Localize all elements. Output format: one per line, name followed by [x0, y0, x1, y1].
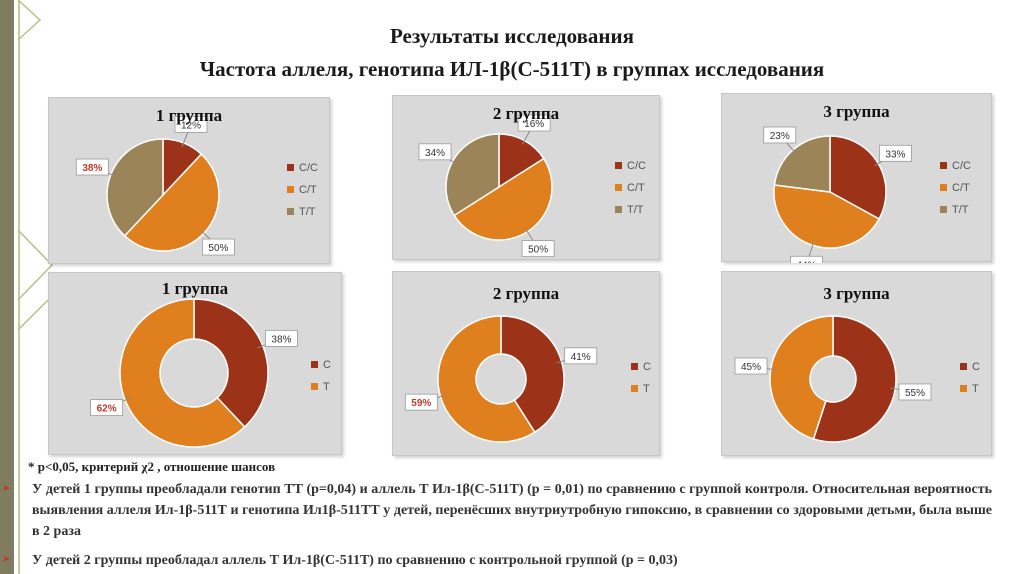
data-label: 23%: [770, 131, 790, 142]
legend-swatch: [960, 385, 967, 392]
legend-swatch: [940, 162, 947, 169]
data-label-box: [879, 144, 912, 162]
chart-svg: 41% 59% СТ: [404, 315, 651, 443]
data-label-box: [202, 238, 235, 256]
data-label: 38%: [82, 163, 102, 174]
legend-label: С/Т: [299, 184, 317, 196]
legend-label: С: [643, 361, 651, 373]
data-label-box: [564, 347, 598, 365]
data-label-box: [517, 114, 551, 132]
chart-panel-genotype-group1: 12% 50% 38% С/С С/Т Т/Т 1 группа: [48, 97, 330, 264]
chart-panel-allele-group1: 38% 62% С Т 1 группа: [48, 272, 342, 455]
chart-svg: 33% 44% 23% С/С С/Т Т/Т: [763, 126, 971, 263]
data-label-box: [90, 399, 124, 417]
legend-swatch: [287, 164, 294, 171]
chart-svg: 16% 50% 34% С/С С/Т Т/Т: [418, 114, 646, 258]
legend-swatch: [940, 184, 947, 191]
slice-tt: [773, 135, 831, 193]
data-label-box: [734, 357, 768, 375]
data-label-box: [174, 115, 208, 133]
legend-swatch: [311, 361, 318, 368]
chart-svg: 55% 45% СТ: [734, 315, 980, 443]
legend-label: Т/Т: [952, 204, 969, 216]
slice-t: [119, 298, 246, 448]
data-label: 55%: [905, 388, 925, 399]
legend-swatch: [287, 186, 294, 193]
legend-label: С/Т: [627, 182, 645, 194]
legend-swatch: [940, 206, 947, 213]
data-label-box: [404, 393, 438, 411]
legend-swatch: [631, 363, 638, 370]
data-label: 45%: [741, 362, 761, 373]
legend-swatch: [287, 208, 294, 215]
legend-swatch: [615, 184, 622, 191]
legend-swatch: [311, 383, 318, 390]
legend-label: С: [323, 359, 331, 371]
legend-label: С/Т: [952, 182, 970, 194]
chart-svg: 12% 50% 38% С/С С/Т Т/Т: [75, 115, 318, 256]
chart-title: 1 группа: [155, 106, 223, 125]
data-label: 41%: [571, 352, 591, 363]
data-label: 44%: [797, 260, 817, 263]
footnote: * р<0,05, критерий χ2 , отношение шансов: [28, 459, 276, 474]
legend-swatch: [615, 162, 622, 169]
chart-title: 1 группа: [161, 279, 229, 298]
slide-title: Результаты исследования: [390, 24, 634, 48]
legend-label: С: [972, 361, 980, 373]
legend-swatch: [631, 385, 638, 392]
legend-swatch: [960, 363, 967, 370]
chart-panel-genotype-group3: 33% 44% 23% С/С С/Т Т/Т 3 группа: [721, 93, 992, 263]
slice-c: [193, 298, 269, 429]
data-label: 12%: [181, 120, 201, 131]
bullet-arrow-icon: ➤: [2, 483, 11, 494]
data-label: 50%: [528, 245, 548, 256]
legend-label: Т: [972, 383, 979, 395]
bullet-arrow-icon: ➤: [2, 554, 11, 565]
slice-t: [437, 315, 536, 443]
data-label-box: [521, 240, 555, 258]
data-label-box: [898, 383, 932, 401]
legend-label: Т: [643, 383, 650, 395]
decorative-side-line: [18, 0, 20, 574]
data-label-box: [75, 158, 109, 176]
data-label: 34%: [425, 148, 445, 159]
chart-title: 2 группа: [492, 284, 560, 303]
chart-panel-allele-group2: 41% 59% С Т 2 группа: [392, 271, 660, 456]
chart-panel-genotype-group2: 16% 50% 34% С/С С/Т Т/Т 2 группа: [392, 95, 660, 260]
chart-title: 3 группа: [823, 284, 890, 303]
conclusion-paragraph-2: У детей 2 группы преобладал аллель Т Ил-…: [32, 553, 678, 568]
legend-label: Т/Т: [299, 206, 316, 218]
data-label-box: [418, 143, 452, 161]
data-label-box: [264, 329, 298, 347]
legend-label: С/С: [627, 160, 646, 172]
legend-label: Т: [323, 381, 330, 393]
chart-title: 3 группа: [823, 102, 890, 121]
decorative-side-bar: [0, 0, 14, 574]
chart-svg: 38% 62% СТ: [90, 298, 331, 448]
decorative-arrows: [17, 0, 54, 331]
data-label: 62%: [97, 404, 117, 415]
data-label-box: [763, 126, 797, 144]
legend-label: С/С: [299, 162, 318, 174]
data-label: 59%: [411, 398, 431, 409]
chart-title: 2 группа: [492, 104, 560, 123]
data-label: 38%: [271, 334, 291, 345]
data-label-box: [790, 255, 823, 263]
slice-c: [812, 315, 897, 443]
data-label: 33%: [885, 149, 905, 160]
chart-panel-allele-group3: 55% 45% С Т 3 группа: [721, 271, 992, 456]
legend-label: Т/Т: [627, 204, 644, 216]
data-label: 50%: [208, 243, 228, 254]
slide-subtitle: Частота аллеля, генотипа ИЛ-1β(С-511Т) в…: [199, 57, 825, 81]
legend-swatch: [615, 206, 622, 213]
conclusion-paragraph-1: У детей 1 группы преобладали генотип ТТ …: [32, 482, 992, 539]
legend-label: С/С: [952, 160, 971, 172]
data-label: 16%: [524, 119, 544, 130]
slice-t: [769, 315, 834, 440]
